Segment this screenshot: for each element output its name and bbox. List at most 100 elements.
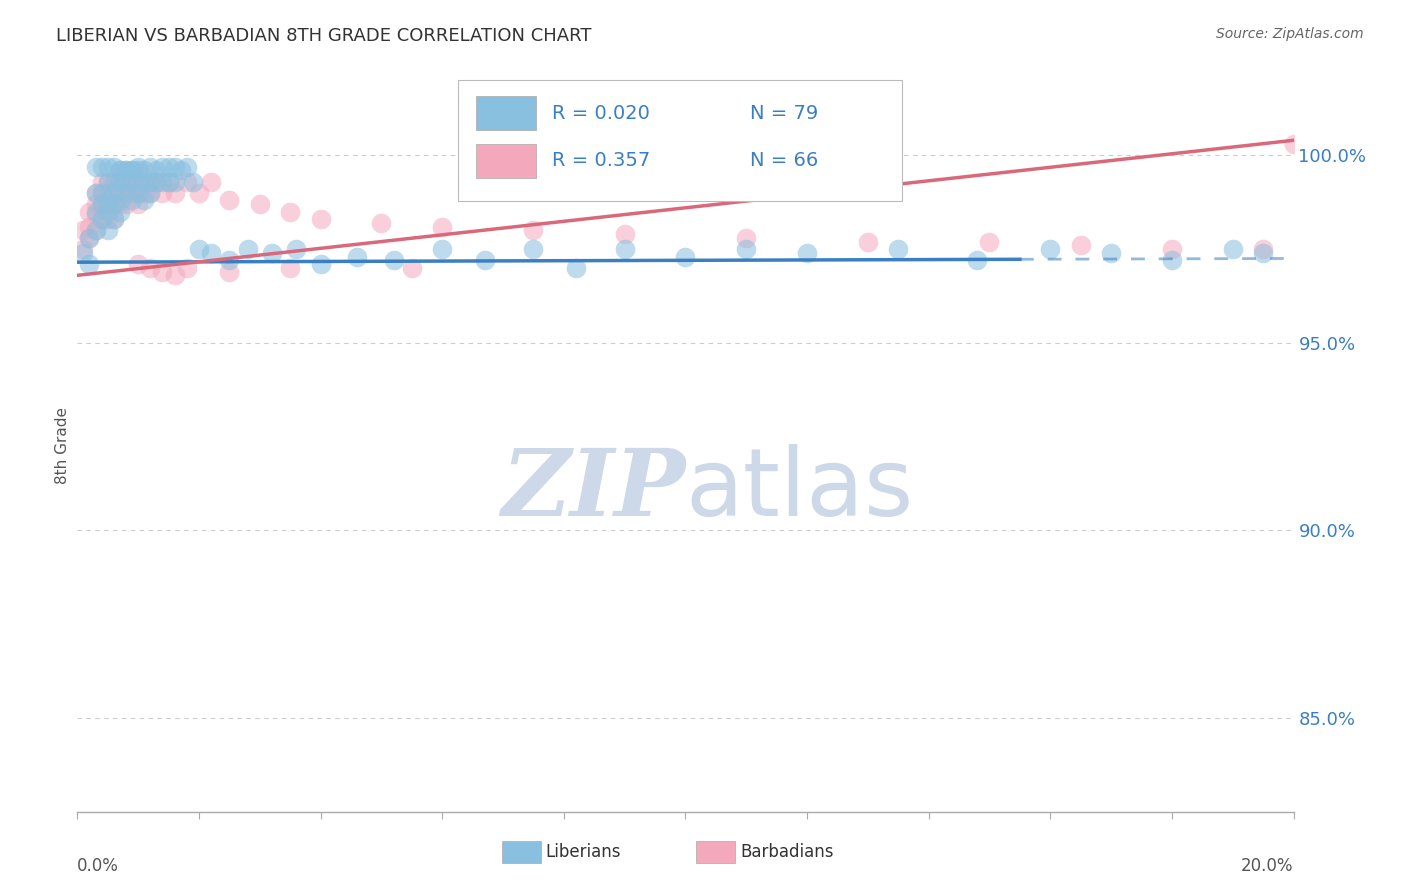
Point [145, 175, 167, 189]
Point [430, 219, 453, 234]
Point [163, 160, 186, 174]
Point [84, 186, 107, 200]
Point [97, 204, 120, 219]
Point [79, 231, 101, 245]
Point [218, 194, 240, 208]
Point [72, 242, 94, 256]
Point [115, 163, 138, 178]
FancyBboxPatch shape [696, 841, 735, 863]
Point [278, 204, 301, 219]
Point [157, 160, 180, 174]
Point [97, 223, 120, 237]
Point [84, 197, 107, 211]
Point [1251, 242, 1274, 256]
Point [170, 163, 193, 178]
Point [115, 175, 138, 189]
Point [139, 186, 162, 200]
Point [103, 186, 125, 200]
Point [134, 163, 156, 178]
Point [90, 212, 112, 227]
Point [188, 186, 211, 200]
Text: 0.0%: 0.0% [77, 856, 120, 875]
Point [97, 194, 120, 208]
Point [176, 160, 198, 174]
Point [79, 204, 101, 219]
Point [72, 245, 94, 260]
Point [103, 197, 125, 211]
Point [309, 257, 332, 271]
Point [152, 175, 174, 189]
Point [887, 242, 910, 256]
Point [121, 163, 143, 178]
Point [145, 163, 167, 178]
Point [121, 186, 143, 200]
Text: 20.0%: 20.0% [1241, 856, 1294, 875]
Point [1161, 242, 1184, 256]
Text: N = 66: N = 66 [749, 152, 818, 170]
Y-axis label: 8th Grade: 8th Grade [55, 408, 70, 484]
Point [115, 175, 138, 189]
Text: R = 0.357: R = 0.357 [551, 152, 650, 170]
Point [84, 208, 107, 222]
Point [856, 235, 879, 249]
Point [79, 231, 101, 245]
Point [200, 245, 222, 260]
Point [157, 175, 180, 189]
Point [152, 160, 174, 174]
Point [382, 253, 405, 268]
Point [127, 160, 149, 174]
Point [121, 175, 143, 189]
Point [430, 242, 453, 256]
Point [979, 235, 1001, 249]
Point [108, 175, 131, 189]
Point [1282, 136, 1305, 151]
Point [966, 253, 988, 268]
FancyBboxPatch shape [502, 841, 541, 863]
Point [157, 175, 180, 189]
Point [127, 257, 149, 271]
Point [127, 163, 149, 178]
Point [97, 160, 120, 174]
Text: Barbadians: Barbadians [740, 843, 834, 861]
Point [103, 186, 125, 200]
Point [260, 245, 283, 260]
Point [108, 197, 131, 211]
Point [236, 242, 259, 256]
Point [84, 160, 107, 174]
Point [152, 186, 174, 200]
Point [139, 186, 162, 200]
Point [522, 223, 544, 237]
Point [134, 175, 156, 189]
Point [152, 264, 174, 278]
Point [145, 175, 167, 189]
Point [127, 186, 149, 200]
Point [613, 242, 636, 256]
Point [1251, 245, 1274, 260]
FancyBboxPatch shape [477, 96, 536, 130]
Text: N = 79: N = 79 [749, 103, 818, 123]
Point [121, 194, 143, 208]
Point [127, 186, 149, 200]
Text: ZIP: ZIP [501, 445, 686, 535]
Point [139, 160, 162, 174]
Point [675, 250, 697, 264]
Point [200, 175, 222, 189]
Point [401, 260, 423, 275]
Text: Liberians: Liberians [546, 843, 621, 861]
Point [249, 197, 271, 211]
Point [84, 204, 107, 219]
Point [97, 212, 120, 227]
Point [103, 160, 125, 174]
Point [108, 194, 131, 208]
Text: atlas: atlas [686, 444, 914, 536]
Point [90, 186, 112, 200]
Point [90, 186, 112, 200]
Point [346, 250, 368, 264]
Point [108, 175, 131, 189]
Point [115, 186, 138, 200]
Point [108, 186, 131, 200]
Point [103, 212, 125, 227]
Point [90, 197, 112, 211]
Point [72, 223, 94, 237]
Point [84, 223, 107, 237]
